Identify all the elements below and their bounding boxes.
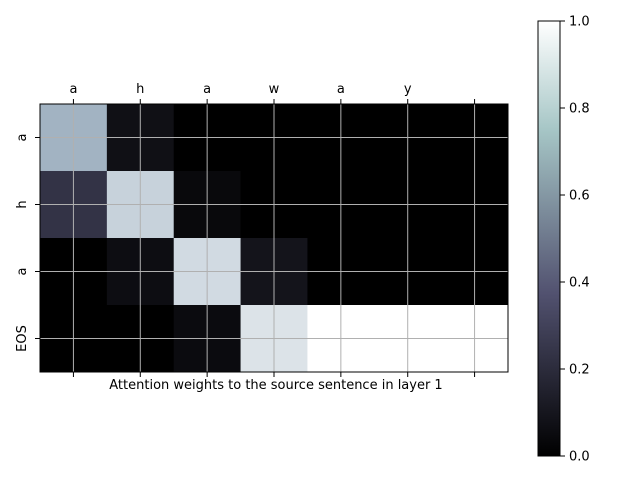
y-tick-label: a (15, 134, 30, 142)
x-tick-label: a (203, 82, 211, 97)
x-tick-label: y (404, 82, 412, 97)
x-tick-label: a (337, 82, 345, 97)
x-tick-label: a (69, 82, 77, 97)
heatmap-grid (40, 104, 508, 372)
x-tick-label: h (136, 82, 144, 97)
heatmap-axes: a h a w a y a h a EOS (15, 82, 509, 377)
colorbar: 0.0 0.2 0.4 0.6 0.8 1.0 (537, 15, 590, 465)
y-tick-label: a (15, 268, 30, 276)
colorbar-tick-label: 0.6 (569, 189, 590, 204)
y-tick-label: EOS (15, 325, 30, 352)
x-axis-label: Attention weights to the source sentence… (109, 378, 442, 393)
colorbar-tick-label: 0.4 (569, 276, 590, 291)
colorbar-tick-label: 0.8 (569, 102, 590, 117)
colorbar-tick-label: 1.0 (569, 15, 590, 30)
colorbar-gradient (537, 20, 561, 457)
colorbar-tick-label: 0.0 (569, 450, 590, 465)
y-tick-label: h (15, 200, 30, 208)
x-tick-label: w (269, 82, 280, 97)
colorbar-tick-label: 0.2 (569, 363, 590, 378)
